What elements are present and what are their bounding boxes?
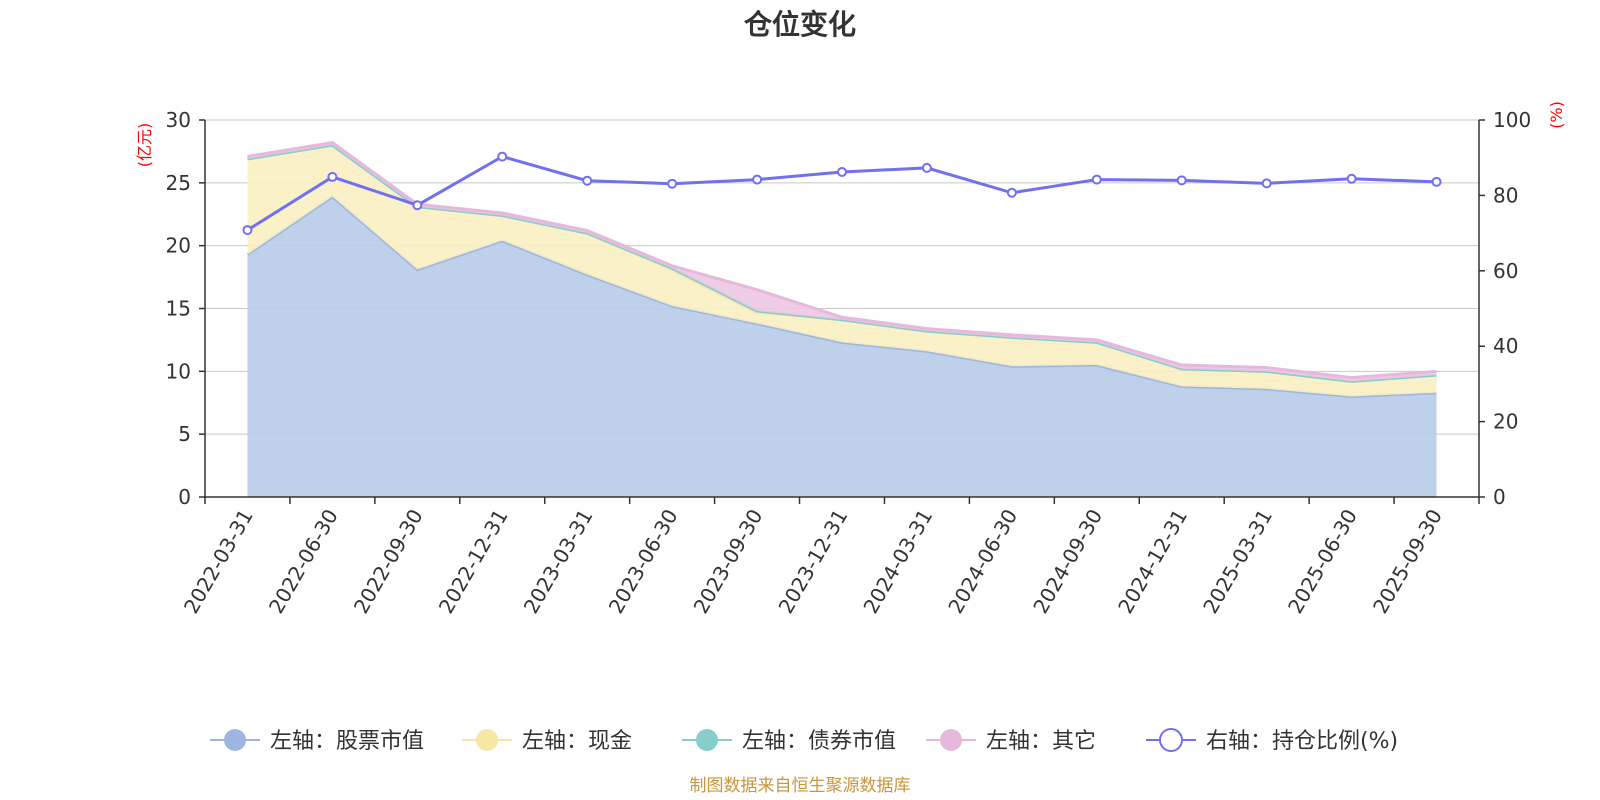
legend-item-3: 左轴：债券市值 [682, 729, 896, 754]
ratio-point [497, 151, 508, 162]
area-series-4-edge [247, 141, 1437, 380]
legend-marker-dot [224, 729, 246, 751]
ratio-point [327, 171, 338, 182]
ratio-point [921, 162, 932, 173]
ratio-point [1261, 178, 1272, 189]
ratio-point [1176, 175, 1187, 186]
x-axis-tick-label: 2022-09-30 [349, 505, 428, 618]
x-axis-tick-label: 2022-03-31 [179, 505, 258, 618]
left-axis-tick-label: 20 [166, 234, 191, 258]
right-axis-tick-label: 80 [1493, 183, 1518, 207]
left-axis-tick-label: 10 [166, 359, 191, 383]
legend-marker-dot [696, 729, 718, 751]
legend-marker-dot [940, 729, 962, 751]
right-axis-unit: (%) [1547, 101, 1566, 129]
x-axis-tick-label: 2024-06-30 [943, 505, 1022, 618]
ratio-point [837, 167, 847, 178]
x-axis-tick-label: 2023-03-31 [519, 505, 598, 618]
legend-item-4: 左轴：其它 [926, 729, 1096, 754]
legend-label: 左轴：现金 [522, 729, 632, 754]
left-axis-unit: (亿元) [135, 123, 154, 168]
x-axis-tick-label: 2024-12-31 [1113, 505, 1192, 618]
x-axis-tick-label: 2022-06-30 [264, 505, 343, 618]
legend-item-2: 左轴：现金 [462, 729, 632, 754]
left-axis-tick-label: 0 [178, 485, 191, 509]
legend-item-1: 左轴：股票市值 [210, 729, 424, 754]
x-axis-tick-label: 2025-09-30 [1368, 505, 1447, 618]
ratio-point [1431, 176, 1442, 187]
legend: 左轴：股票市值 左轴：现金 左轴：债券市值 左轴：其它 右轴：持仓比例(%) [210, 728, 1398, 754]
x-axis-tick-label: 2024-03-31 [858, 505, 937, 618]
ratio-point [1346, 173, 1357, 184]
x-axis-tick-label: 2024-09-30 [1028, 505, 1107, 618]
ratio-point [1006, 187, 1017, 198]
left-axis-tick-label: 15 [166, 297, 191, 321]
right-axis-tick-label: 20 [1493, 410, 1518, 434]
x-axis-tick-label: 2023-06-30 [604, 505, 683, 618]
right-axis-tick-label: 40 [1493, 334, 1518, 358]
x-axis-tick-label: 2023-09-30 [689, 505, 768, 618]
left-axis-tick-label: 30 [166, 108, 191, 132]
stacked-areas [246, 141, 1437, 497]
legend-label: 右轴：持仓比例(%) [1206, 729, 1398, 754]
right-axis-tick-label: 100 [1493, 108, 1531, 132]
right-axis-tick-label: 0 [1493, 485, 1506, 509]
x-axis-tick-label: 2025-06-30 [1283, 505, 1362, 618]
legend-item-5: 右轴：持仓比例(%) [1146, 728, 1398, 754]
ratio-point [667, 178, 678, 189]
ratio-point [242, 225, 253, 236]
chart-title: 仓位变化 [744, 8, 856, 41]
ratio-point [752, 174, 763, 185]
ratio-point [412, 200, 423, 211]
legend-label: 左轴：其它 [986, 729, 1096, 754]
legend-label: 左轴：债券市值 [742, 729, 896, 754]
left-axis-tick-label: 25 [166, 171, 191, 195]
position-ratio-line [242, 151, 1442, 236]
area-series-1 [247, 196, 1437, 497]
ratio-point [1091, 174, 1102, 185]
right-axis-tick-label: 60 [1493, 259, 1518, 283]
data-source-note: 制图数据来自恒生聚源数据库 [690, 776, 911, 796]
ratio-point [582, 175, 593, 186]
left-axis-tick-label: 5 [178, 422, 191, 446]
legend-marker-ring [1159, 728, 1183, 752]
legend-label: 左轴：股票市值 [270, 729, 424, 754]
x-axis-tick-label: 2025-03-31 [1198, 505, 1277, 618]
x-axis-tick-label: 2023-12-31 [773, 505, 852, 618]
legend-marker-dot [476, 729, 498, 751]
x-axis-tick-label: 2022-12-31 [434, 505, 513, 618]
